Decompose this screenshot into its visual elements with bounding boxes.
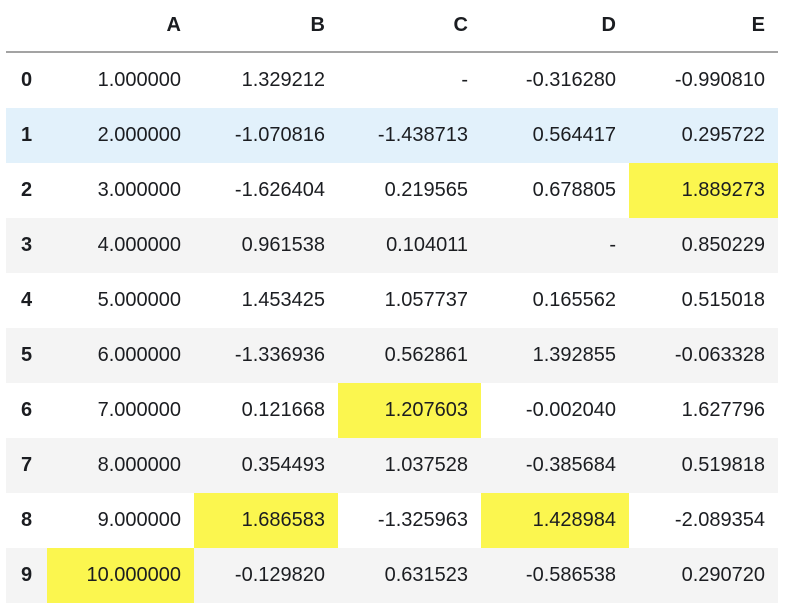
table-cell-E-7: 0.519818 bbox=[629, 438, 778, 493]
table-cell-C-8: -1.325963 bbox=[377, 509, 468, 531]
column-header-C: C bbox=[338, 0, 481, 53]
table-row-7: 7 8.000000 0.354493 1.037528 -0.385684 0.5198… bbox=[6, 438, 778, 493]
table-cell-B-6: 0.121668 bbox=[241, 399, 325, 421]
table-row-9: 9 10.000000 -0.129820 0.631523 -0.586538 0.29… bbox=[6, 548, 778, 603]
table-cell-B-8: 1.686583 bbox=[194, 493, 338, 548]
table-body: 0 1.000000 1.329212 - -0.316280 -0.990810 1 2.0… bbox=[6, 52, 778, 603]
table-cell-E-1: 0.295722 bbox=[629, 108, 778, 163]
table-cell-D-2: 0.678805 bbox=[532, 179, 616, 201]
table-cell-C-3: 0.104011 bbox=[338, 218, 481, 273]
table-cell-B-3: 0.961538 bbox=[194, 218, 338, 273]
table-cell-A-4: 5.000000 bbox=[97, 289, 181, 311]
table-cell-E-5: -0.063328 bbox=[629, 328, 778, 383]
row-index: 8 bbox=[20, 509, 33, 531]
row-index: 0 bbox=[20, 69, 33, 91]
table-cell-A-5: 6.000000 bbox=[47, 328, 194, 383]
table-cell-D-0: -0.316280 bbox=[525, 69, 616, 91]
table-cell-A-7: 8.000000 bbox=[47, 438, 194, 493]
table-cell-D-1: 0.564417 bbox=[481, 108, 629, 163]
row-index: 9 bbox=[6, 548, 47, 603]
table-cell-E-2: 1.889273 bbox=[629, 163, 778, 218]
table-cell-D-6: -0.002040 bbox=[525, 399, 616, 421]
table-row-5: 5 6.000000 -1.336936 0.562861 1.392855 -0.063… bbox=[6, 328, 778, 383]
table-cell-C-6: 1.207603 bbox=[338, 383, 481, 438]
table-cell-A-6: 7.000000 bbox=[97, 399, 181, 421]
row-index: 1 bbox=[6, 108, 47, 163]
table-cell-B-0: 1.329212 bbox=[241, 69, 325, 91]
table-cell-B-7: 0.354493 bbox=[194, 438, 338, 493]
table-cell-C-0: - bbox=[461, 69, 468, 91]
table-cell-B-4: 1.453425 bbox=[241, 289, 325, 311]
column-header-D: D bbox=[481, 0, 629, 53]
table-row-6: 6 7.000000 0.121668 1.207603 -0.002040 1.6277… bbox=[6, 383, 778, 438]
row-index: 7 bbox=[6, 438, 47, 493]
table-cell-C-9: 0.631523 bbox=[338, 548, 481, 603]
table-cell-E-0: -0.990810 bbox=[674, 69, 765, 91]
table-cell-A-1: 2.000000 bbox=[47, 108, 194, 163]
table-cell-D-4: 0.165562 bbox=[532, 289, 616, 311]
table-cell-B-5: -1.336936 bbox=[194, 328, 338, 383]
table-cell-D-7: -0.385684 bbox=[481, 438, 629, 493]
table-cell-B-9: -0.129820 bbox=[194, 548, 338, 603]
table-cell-C-7: 1.037528 bbox=[338, 438, 481, 493]
table-cell-E-9: 0.290720 bbox=[629, 548, 778, 603]
table-row-2: 2 3.000000 -1.626404 0.219565 0.678805 1.8892… bbox=[6, 163, 778, 218]
table-row-0: 0 1.000000 1.329212 - -0.316280 -0.990810 bbox=[6, 52, 778, 108]
table-cell-A-0: 1.000000 bbox=[97, 69, 181, 91]
table-row-8: 8 9.000000 1.686583 -1.325963 1.428984 -2.089… bbox=[6, 493, 778, 548]
table-cell-C-1: -1.438713 bbox=[338, 108, 481, 163]
table-cell-E-4: 0.515018 bbox=[681, 289, 765, 311]
table-cell-C-4: 1.057737 bbox=[384, 289, 468, 311]
table-cell-B-1: -1.070816 bbox=[194, 108, 338, 163]
table-cell-B-2: -1.626404 bbox=[234, 179, 325, 201]
table-cell-C-5: 0.562861 bbox=[338, 328, 481, 383]
column-header-A: A bbox=[47, 0, 194, 53]
table-row-1: 1 2.000000 -1.070816 -1.438713 0.564417 0.295… bbox=[6, 108, 778, 163]
column-header-E: E bbox=[629, 0, 778, 53]
corner-cell bbox=[6, 0, 47, 53]
table-cell-A-2: 3.000000 bbox=[97, 179, 181, 201]
table-cell-A-8: 9.000000 bbox=[97, 509, 181, 531]
table-cell-D-5: 1.392855 bbox=[481, 328, 629, 383]
table-cell-A-3: 4.000000 bbox=[47, 218, 194, 273]
table-row-3: 3 4.000000 0.961538 0.104011-0.850229 bbox=[6, 218, 778, 273]
table-cell-E-6: 1.627796 bbox=[681, 399, 765, 421]
table-row-4: 4 5.000000 1.453425 1.057737 0.165562 0.51501… bbox=[6, 273, 778, 328]
table-cell-D-9: -0.586538 bbox=[481, 548, 629, 603]
table-cell-E-8: -2.089354 bbox=[674, 509, 765, 531]
row-index: 3 bbox=[6, 218, 47, 273]
table-cell-A-9: 10.000000 bbox=[47, 548, 194, 603]
row-index: 6 bbox=[20, 399, 33, 421]
table-cell-E-3: 0.850229 bbox=[629, 218, 778, 273]
table-cell-D-8: 1.428984 bbox=[481, 493, 629, 548]
column-header-B: B bbox=[194, 0, 338, 53]
table-cell-D-3: - bbox=[481, 218, 629, 273]
row-index: 2 bbox=[20, 179, 33, 201]
table-cell-C-2: 0.219565 bbox=[384, 179, 468, 201]
row-index: 5 bbox=[6, 328, 47, 383]
row-index: 4 bbox=[20, 289, 33, 311]
